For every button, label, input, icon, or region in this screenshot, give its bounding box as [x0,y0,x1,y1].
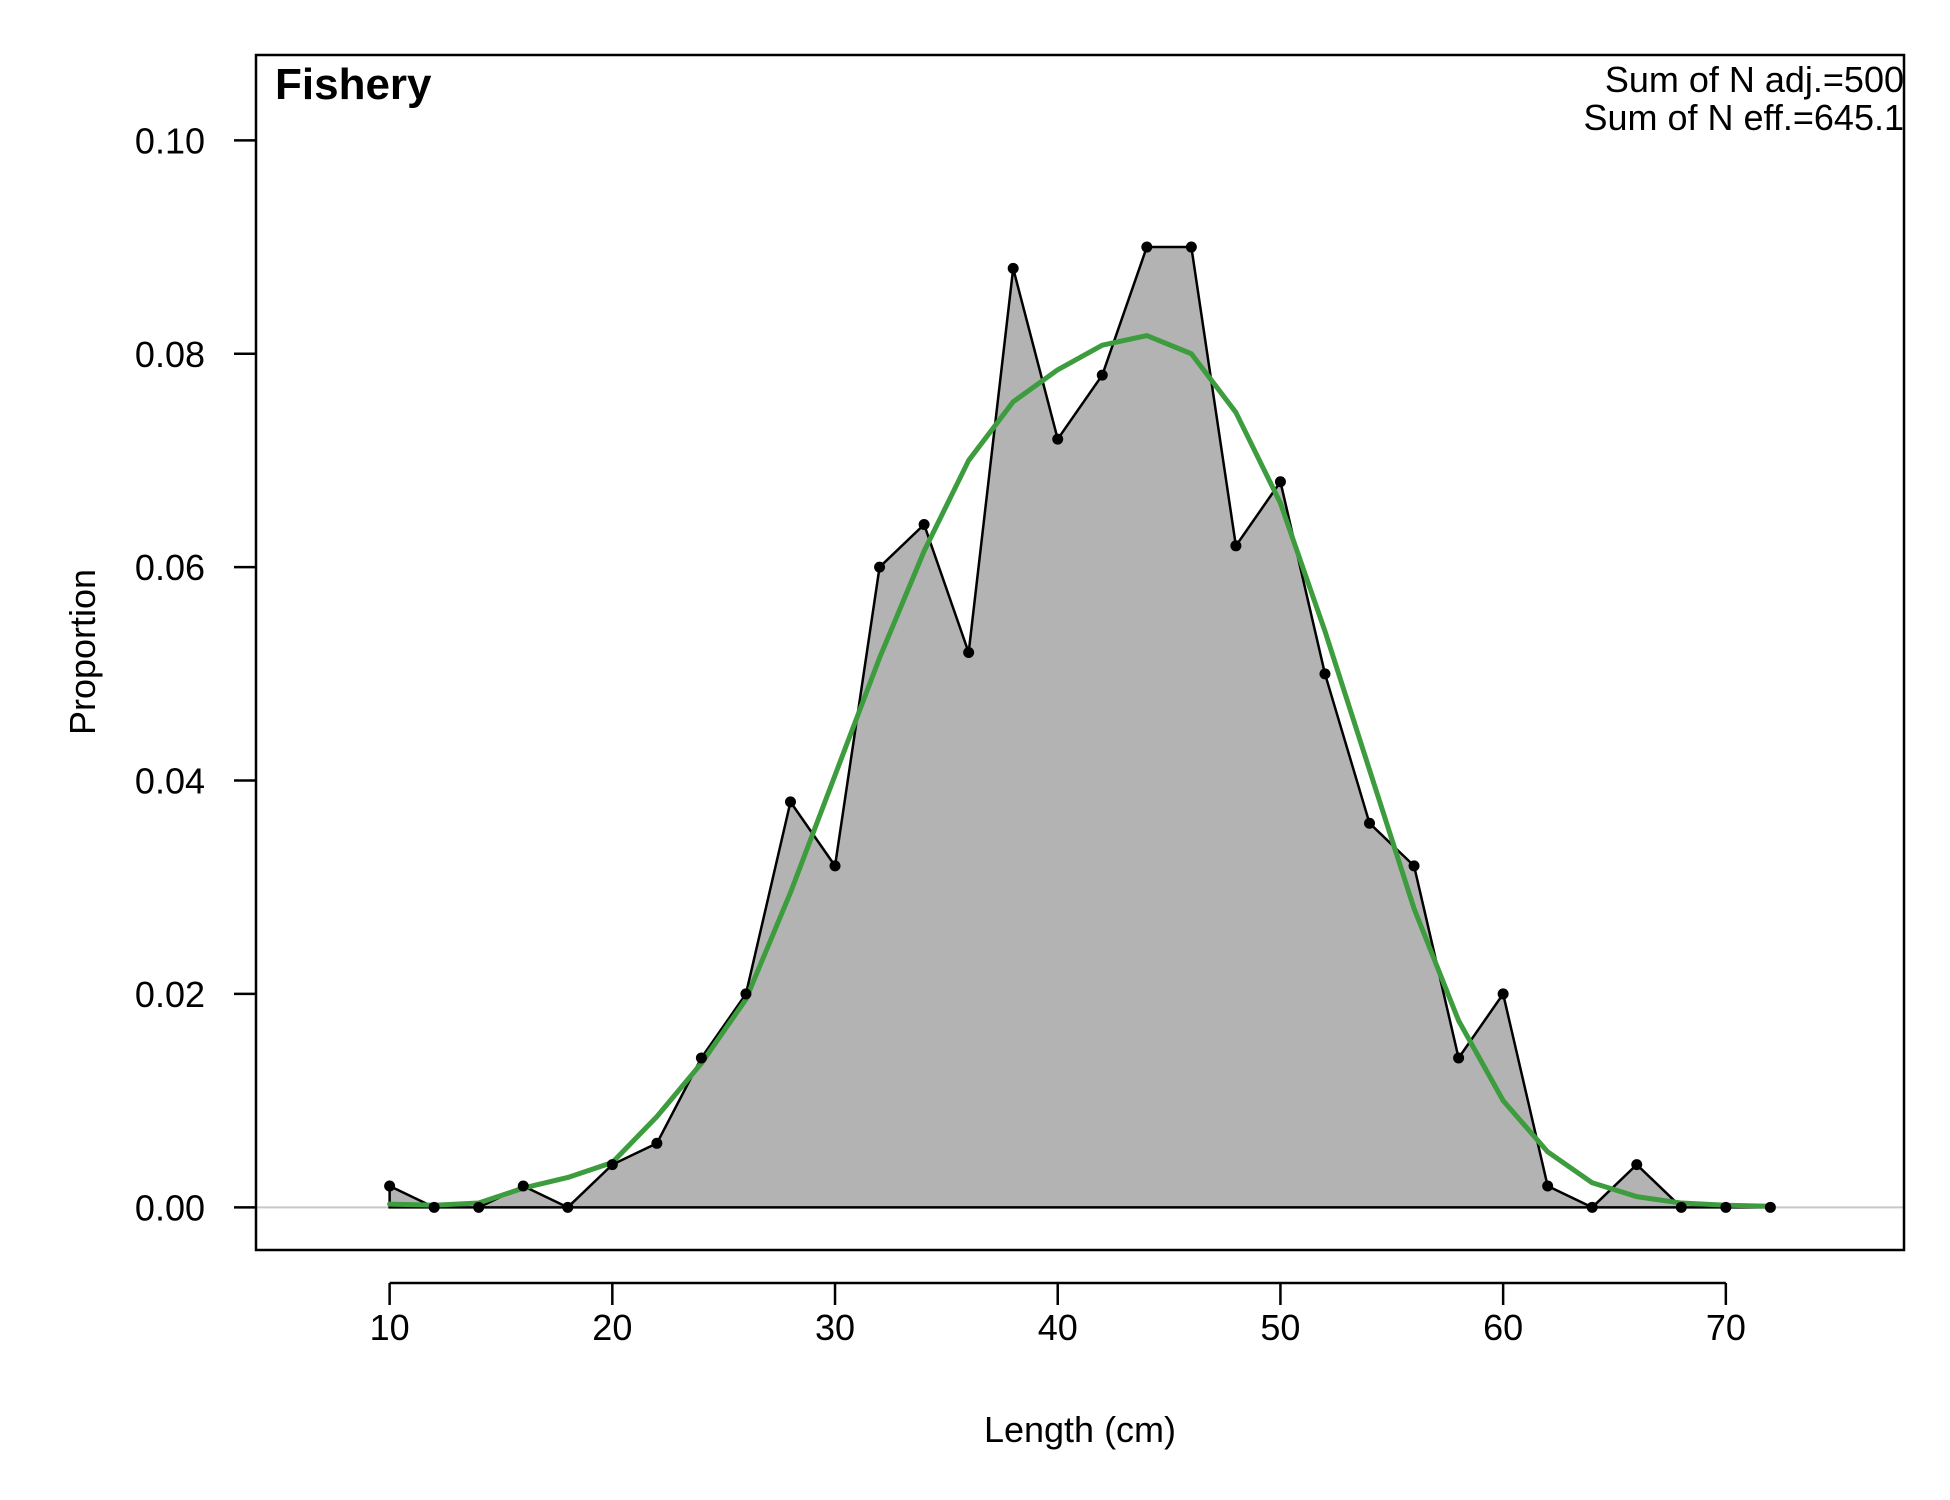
observed-point [1141,241,1153,253]
observed-point [1319,668,1331,680]
observed-area [388,245,1771,1209]
observed-point [918,518,930,530]
observed-point [1185,241,1197,253]
x-tick-label: 70 [1706,1307,1746,1348]
observed-point [1586,1201,1598,1213]
observed-point [1096,369,1108,381]
observed-point [874,561,886,573]
y-tick-label: 0.10 [135,120,205,161]
observed-point [384,1180,396,1192]
plot-layer [256,241,1904,1213]
observed-point [1675,1201,1687,1213]
chart-title: Fishery [275,60,432,109]
annotation-sum-n-eff: Sum of N eff.=645.1 [1583,97,1904,138]
observed-point [1497,988,1509,1000]
annotation-sum-n-adj: Sum of N adj.=500 [1605,59,1904,100]
observed-point [428,1201,440,1213]
observed-point [784,796,796,808]
observed-point [651,1137,663,1149]
observed-point [606,1159,618,1171]
y-axis-title: Proportion [62,569,103,735]
y-tick-label: 0.00 [135,1187,205,1228]
x-tick-label: 40 [1038,1307,1078,1348]
observed-point [695,1052,707,1064]
x-axis-title: Length (cm) [984,1409,1176,1450]
observed-point [1230,540,1242,552]
y-tick-label: 0.06 [135,547,205,588]
x-tick-label: 60 [1483,1307,1523,1348]
expected-line [387,333,1773,1209]
observed-point [1453,1052,1465,1064]
observed-point [1408,860,1420,872]
observed-point [740,988,752,1000]
observed-point [1631,1159,1643,1171]
observed-point [829,860,841,872]
observed-point [1720,1201,1732,1213]
observed-point [1364,817,1376,829]
axes-layer: 10 20 30 40 50 60 70 0.00 0.02 0.04 0.06 0.08 0.10 [135,53,1906,1348]
x-tick-label: 20 [592,1307,632,1348]
observed-point [517,1180,529,1192]
observed-point [1274,476,1286,488]
y-tick-label: 0.08 [135,334,205,375]
observed-point [562,1201,574,1213]
x-tick-label: 30 [815,1307,855,1348]
observed-point [1007,262,1019,274]
y-tick-label: 0.04 [135,761,205,802]
plot-frame [254,53,1906,1252]
observed-point [963,647,975,658]
x-tick-label: 50 [1260,1307,1300,1348]
observed-point [1052,433,1064,445]
observed-point [1764,1201,1776,1213]
observed-point [1542,1180,1554,1192]
observed-point [473,1201,485,1213]
y-tick-label: 0.02 [135,974,205,1015]
x-tick-label: 10 [370,1307,410,1348]
